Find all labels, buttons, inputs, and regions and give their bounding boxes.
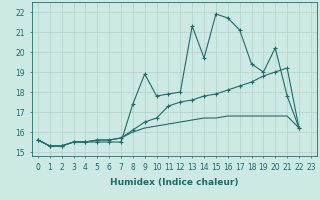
X-axis label: Humidex (Indice chaleur): Humidex (Indice chaleur): [110, 178, 239, 186]
